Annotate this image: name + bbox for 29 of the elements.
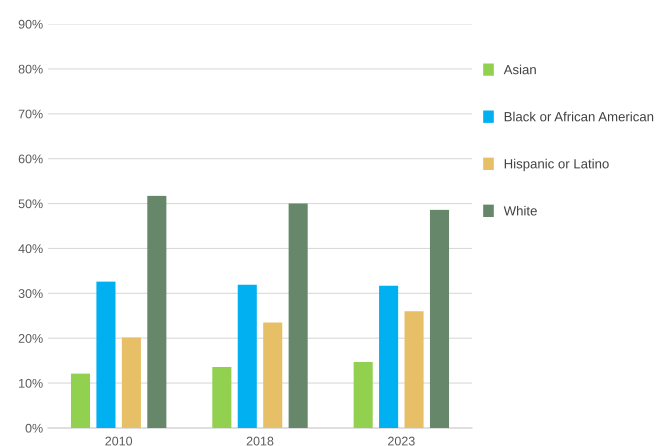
y-tick-label: 70% (18, 110, 43, 118)
bar (147, 196, 166, 428)
legend-label: White (504, 206, 537, 216)
bar (70, 374, 90, 428)
bar (354, 362, 373, 428)
bar (404, 311, 424, 428)
y-tick-label: 20% (18, 334, 43, 343)
legend-label: Black or African American (504, 112, 654, 122)
y-tick-label: 80% (18, 64, 43, 74)
bar (263, 322, 282, 428)
x-tick-label: 2018 (246, 436, 274, 446)
legend-label: Hispanic or Latino (504, 158, 609, 172)
x-tick-label: 2010 (105, 436, 132, 446)
y-tick-label: 40% (18, 244, 43, 254)
y-tick-label: 60% (18, 154, 43, 164)
bar (288, 204, 308, 428)
y-tick-label: 90% (18, 20, 43, 29)
x-tick-label: 2023 (388, 436, 415, 446)
bar (379, 286, 398, 428)
y-tick-label: 30% (18, 289, 43, 298)
legend-label: Asian (504, 64, 536, 74)
bar (122, 337, 141, 428)
y-tick-label: 0% (26, 424, 43, 433)
bar (96, 282, 116, 428)
bar (238, 284, 257, 428)
bar (430, 210, 450, 428)
bar (212, 366, 232, 428)
y-tick-label: 10% (19, 378, 43, 388)
y-tick-label: 50% (18, 199, 43, 208)
